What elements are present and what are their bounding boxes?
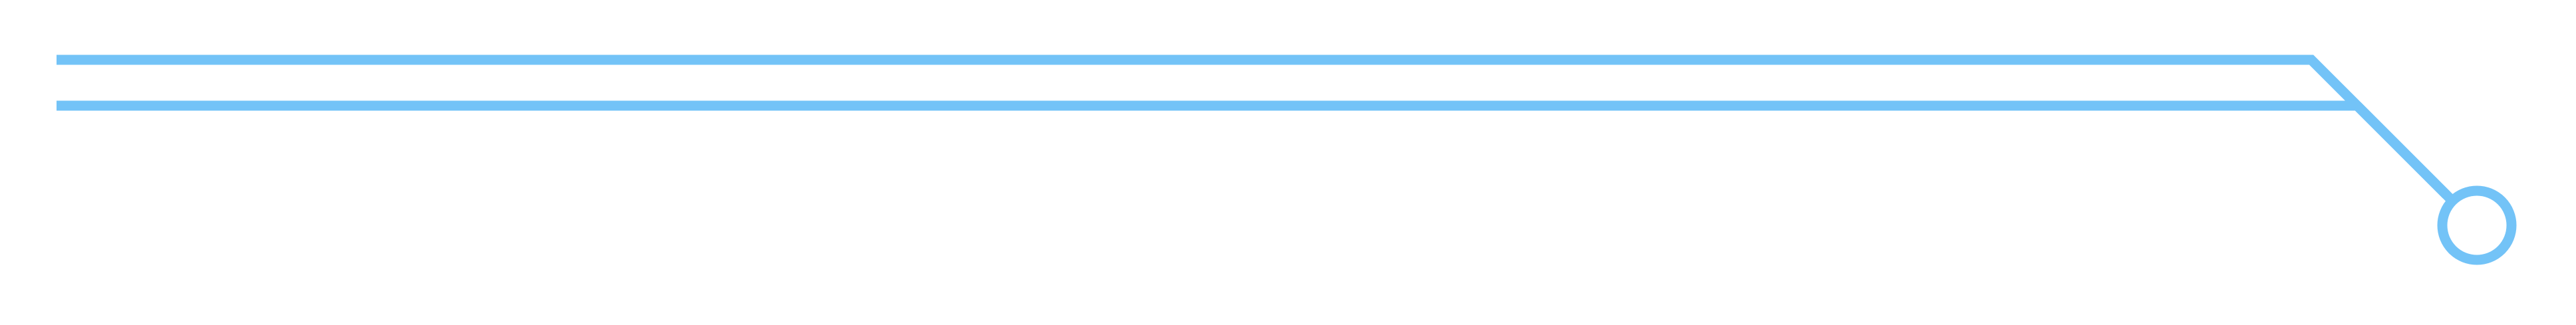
terminal-node-circle [2437,185,2517,265]
lower-trace-diagonal [2353,102,2450,199]
upper-trace-line [57,54,2455,203]
